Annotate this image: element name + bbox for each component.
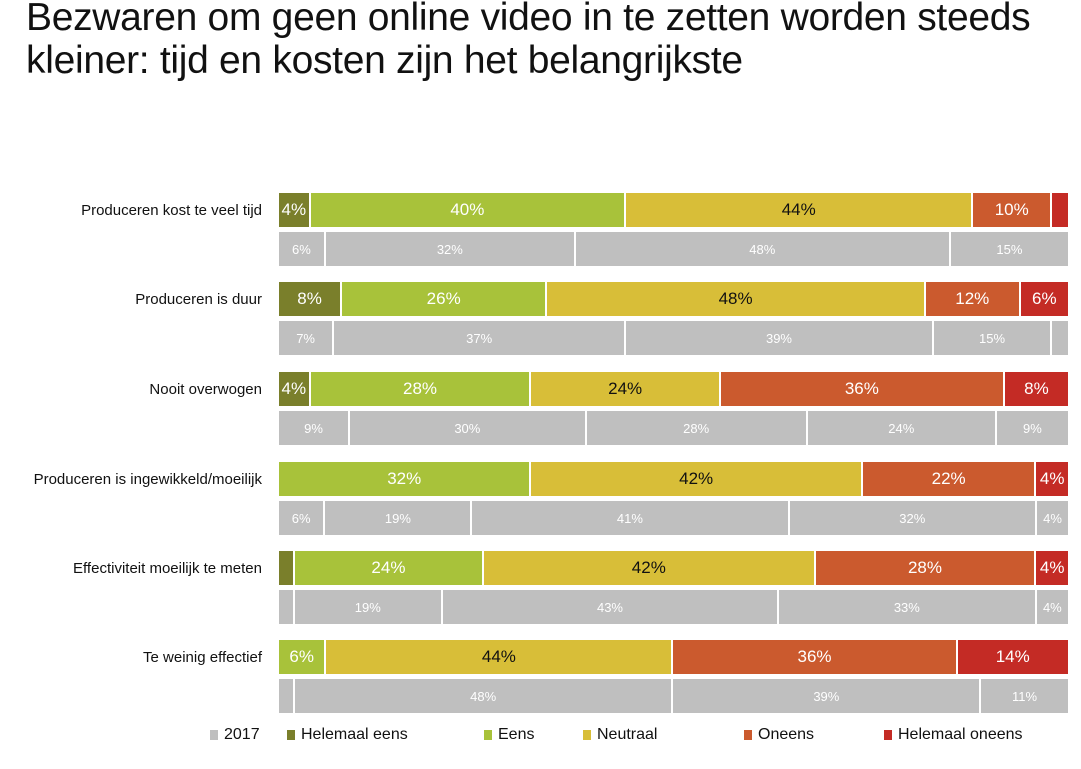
bar-segment-2017: 30% [350,411,587,445]
bar-segment-helemaal-oneens: 4% [1036,551,1068,585]
bar-segment-2017: 4% [1036,590,1068,624]
legend: 2017 Helemaal eens Eens Neutraal Oneens Helem… [0,726,1081,746]
bar-segment-2017: 39% [626,321,934,355]
bar-segment-oneens: 10% [973,193,1053,227]
bar-segment-oneens: 22% [862,462,1037,496]
bar-segment-helemaal-eens: 4% [279,193,311,227]
bar-2017: 6% 19% 41% 32% 4% [279,501,1068,535]
bar-segment-oneens: 12% [925,282,1021,316]
bar-segment-2017: 41% [472,501,790,535]
legend-item: Oneens [744,726,814,744]
bar-segment-helemaal-oneens: 6% [1020,282,1068,316]
bar-2023: 6% 44% 36% 14% [279,640,1068,674]
legend-label: Neutraal [597,726,658,743]
bar-segment-2017: 48% [294,679,674,713]
bar-segment-2017: 43% [443,590,779,624]
bar-segment-neutraal: 42% [484,551,816,585]
row-label: Effectiviteit moeilijk te meten [73,560,262,577]
bar-segment-eens: 6% [279,640,327,674]
legend-item: Helemaal eens [287,726,408,744]
legend-item: Eens [484,726,534,744]
chart-title: Bezwaren om geen online video in te zett… [26,0,1031,82]
bar-segment-2017: 32% [789,501,1038,535]
bar-segment-helemaal-oneens: 8% [1004,372,1068,406]
legend-item: Neutraal [583,726,657,744]
bar-2017: 6% 32% 48% 15% [279,232,1068,266]
row-label: Produceren kost te veel tijd [81,202,262,219]
bar-segment-helemaal-eens: 8% [279,282,343,316]
bar-2023: 24% 42% 28% 4% [279,551,1068,585]
bar-segment-2017: 15% [950,232,1068,266]
bar-segment-neutraal: 44% [326,640,674,674]
bar-segment-2017: 9% [279,411,350,445]
bar-2023: 4% 28% 24% 36% 8% [279,372,1068,406]
bar-segment-2017: 11% [981,679,1068,713]
bar-segment-eens: 28% [310,372,532,406]
legend-label: Eens [498,726,535,743]
row-label: Produceren is ingewikkeld/moeilijk [33,471,262,488]
bar-segment-eens: 40% [310,193,627,227]
bar-segment-eens: 24% [294,551,485,585]
bar-segment-2017: 39% [673,679,982,713]
bar-segment-2017: 28% [586,411,808,445]
row-label: Produceren is duur [135,291,262,308]
legend-swatch [744,730,752,740]
bar-segment-neutraal: 24% [531,372,721,406]
legend-label: Helemaal oneens [898,726,1023,743]
bar-segment-2017: 37% [334,321,627,355]
bar-segment-2017: 7% [279,321,335,355]
row-label: Nooit overwogen [149,381,262,398]
bar-segment-helemaal-oneens: 4% [1036,462,1068,496]
legend-swatch [484,730,492,740]
legend-swatch [884,730,892,740]
bar-2023: 4% 40% 44% 10% [279,193,1068,227]
bar-segment-neutraal: 42% [531,462,863,496]
bar-2023: 8% 26% 48% 12% 6% [279,282,1068,316]
bar-2017: 48% 39% 11% [279,679,1068,713]
bar-segment-2017 [1052,321,1068,355]
bar-segment-eens: 32% [279,462,532,496]
bar-segment-2017: 4% [1037,501,1068,535]
bar-segment-helemaal-oneens [1052,193,1068,227]
bar-segment-2017: 6% [279,232,326,266]
legend-swatch [210,730,218,740]
bar-segment-2017: 6% [279,501,326,535]
bar-segment-2017 [279,679,295,713]
bar-2017: 7% 37% 39% 15% [279,321,1068,355]
bar-2017: 9% 30% 28% 24% 9% [279,411,1068,445]
legend-item: Helemaal oneens [884,726,1023,744]
bar-segment-2017 [279,590,295,624]
legend-label: Oneens [758,726,815,743]
bar-segment-helemaal-eens: 4% [279,372,311,406]
legend-swatch [583,730,591,740]
bar-segment-2017: 9% [996,411,1068,445]
bar-segment-oneens: 36% [720,372,1005,406]
bar-2023: 32% 42% 22% 4% [279,462,1068,496]
legend-item: 2017 [210,726,260,744]
legend-swatch [287,730,295,740]
bar-segment-eens: 26% [342,282,548,316]
bar-segment-2017: 15% [933,321,1053,355]
bar-segment-oneens: 36% [673,640,958,674]
bar-segment-helemaal-oneens: 14% [957,640,1068,674]
row-label: Te weinig effectief [143,649,262,666]
bar-2017: 19% 43% 33% 4% [279,590,1068,624]
legend-label: 2017 [224,726,260,743]
bar-segment-neutraal: 44% [626,193,974,227]
bar-segment-oneens: 28% [815,551,1037,585]
bar-segment-2017: 24% [807,411,997,445]
legend-label: Helemaal eens [301,726,408,743]
bar-segment-2017: 48% [575,232,951,266]
bar-segment-2017: 32% [325,232,576,266]
bar-segment-neutraal: 48% [547,282,926,316]
bar-segment-2017: 33% [778,590,1037,624]
bar-segment-2017: 19% [325,501,473,535]
bar-segment-2017: 19% [294,590,444,624]
bar-segment-helemaal-eens [279,551,295,585]
